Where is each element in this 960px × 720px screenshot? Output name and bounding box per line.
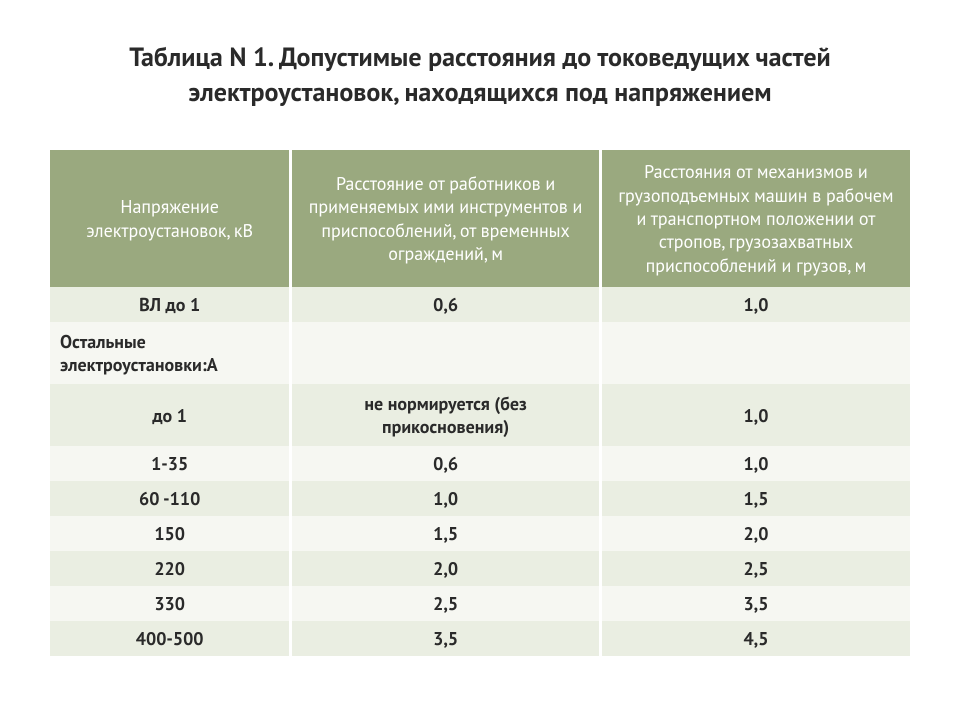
cell-voltage: ВЛ до 1 xyxy=(50,287,291,322)
cell-workers: 0,6 xyxy=(291,287,601,322)
distances-table: Напряжение электроустановок, кВ Расстоян… xyxy=(50,150,910,656)
cell-workers: 0,6 xyxy=(291,446,601,481)
cell-machinery: 1,5 xyxy=(600,481,910,516)
cell-voltage: 220 xyxy=(50,551,291,586)
table-row: 400-500 3,5 4,5 xyxy=(50,621,910,656)
table-header-row: Напряжение электроустановок, кВ Расстоян… xyxy=(50,150,910,287)
cell-workers: 2,0 xyxy=(291,551,601,586)
col-header-machinery: Расстояния от механизмов и грузоподъемны… xyxy=(600,150,910,287)
col-header-voltage: Напряжение электроустановок, кВ xyxy=(50,150,291,287)
cell-machinery: 3,5 xyxy=(600,586,910,621)
cell-machinery: 1,0 xyxy=(600,287,910,322)
table-row: 150 1,5 2,0 xyxy=(50,516,910,551)
cell-workers: 1,5 xyxy=(291,516,601,551)
cell-machinery: 1,0 xyxy=(600,446,910,481)
cell-voltage: 400-500 xyxy=(50,621,291,656)
table-row: ВЛ до 1 0,6 1,0 xyxy=(50,287,910,322)
cell-workers: 1,0 xyxy=(291,481,601,516)
cell-workers: 3,5 xyxy=(291,621,601,656)
cell-workers xyxy=(291,322,601,384)
table-row: 330 2,5 3,5 xyxy=(50,586,910,621)
cell-voltage: до 1 xyxy=(50,384,291,446)
cell-workers: не нормируется (без прикосновения) xyxy=(291,384,601,446)
page-title: Таблица N 1. Допустимые расстояния до то… xyxy=(50,40,910,110)
cell-voltage: 1-35 xyxy=(50,446,291,481)
table-row: 60 -110 1,0 1,5 xyxy=(50,481,910,516)
table-row: 220 2,0 2,5 xyxy=(50,551,910,586)
cell-machinery: 1,0 xyxy=(600,384,910,446)
cell-machinery: 4,5 xyxy=(600,621,910,656)
col-header-workers: Расстояние от работников и применяемых и… xyxy=(291,150,601,287)
table-row: Остальные электроустановки:А xyxy=(50,322,910,384)
cell-voltage: 60 -110 xyxy=(50,481,291,516)
cell-voltage: Остальные электроустановки:А xyxy=(50,322,291,384)
cell-machinery: 2,0 xyxy=(600,516,910,551)
cell-voltage: 150 xyxy=(50,516,291,551)
table-row: 1-35 0,6 1,0 xyxy=(50,446,910,481)
cell-workers: 2,5 xyxy=(291,586,601,621)
cell-voltage: 330 xyxy=(50,586,291,621)
cell-machinery: 2,5 xyxy=(600,551,910,586)
cell-machinery xyxy=(600,322,910,384)
table-row: до 1 не нормируется (без прикосновения) … xyxy=(50,384,910,446)
